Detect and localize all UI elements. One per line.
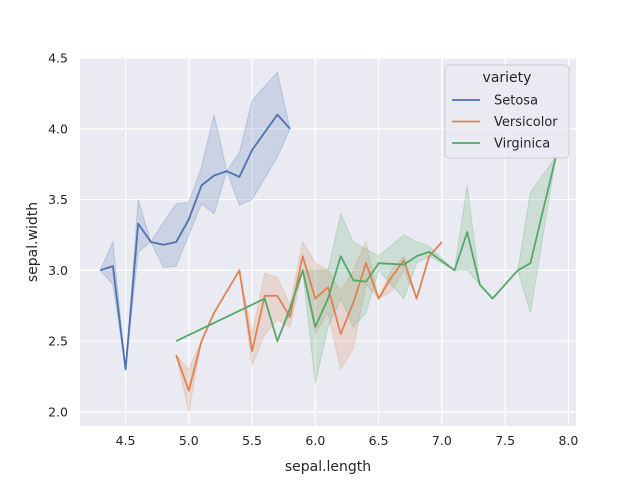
x-tick-labels: 4.5 5.0 5.5 6.0 6.5 7.0 7.5 8.0: [116, 433, 579, 448]
x-tick-label: 4.5: [116, 433, 136, 448]
y-tick-label: 3.5: [48, 192, 68, 207]
legend-box: [444, 64, 570, 159]
setosa-line: [99, 113, 291, 371]
y-tick-label: 4.0: [48, 121, 68, 136]
x-tick-label: 7.0: [432, 433, 452, 448]
series-lines: [99, 113, 557, 392]
x-tick-label: 8.0: [558, 433, 578, 448]
x-tick-label: 6.0: [305, 433, 325, 448]
y-tick-label: 3.0: [48, 263, 68, 278]
versicolor-legend-label: Versicolor: [494, 115, 558, 130]
y-tick-label: 2.5: [48, 334, 68, 349]
legend-title: variety: [483, 70, 532, 86]
x-tick-label: 6.5: [369, 433, 389, 448]
y-axis-label: sepal.width: [25, 202, 41, 282]
versicolor-line: [175, 241, 443, 392]
y-tick-label: 4.5: [48, 51, 68, 66]
x-tick-label: 5.5: [242, 433, 262, 448]
x-axis-label: sepal.length: [285, 459, 371, 475]
y-tick-labels: 2.0 2.5 3.0 3.5 4.0 4.5: [48, 51, 68, 420]
y-tick-label: 2.0: [48, 404, 68, 419]
x-tick-label: 7.5: [495, 433, 515, 448]
virginica-line: [175, 156, 557, 343]
x-tick-label: 5.0: [179, 433, 199, 448]
legend-entries: Setosa Versicolor Virginica: [452, 94, 558, 152]
legend: variety Setosa Versicolor Virginica: [444, 64, 570, 159]
virginica-legend-label: Virginica: [494, 137, 550, 152]
setosa-legend-label: Setosa: [494, 94, 538, 109]
